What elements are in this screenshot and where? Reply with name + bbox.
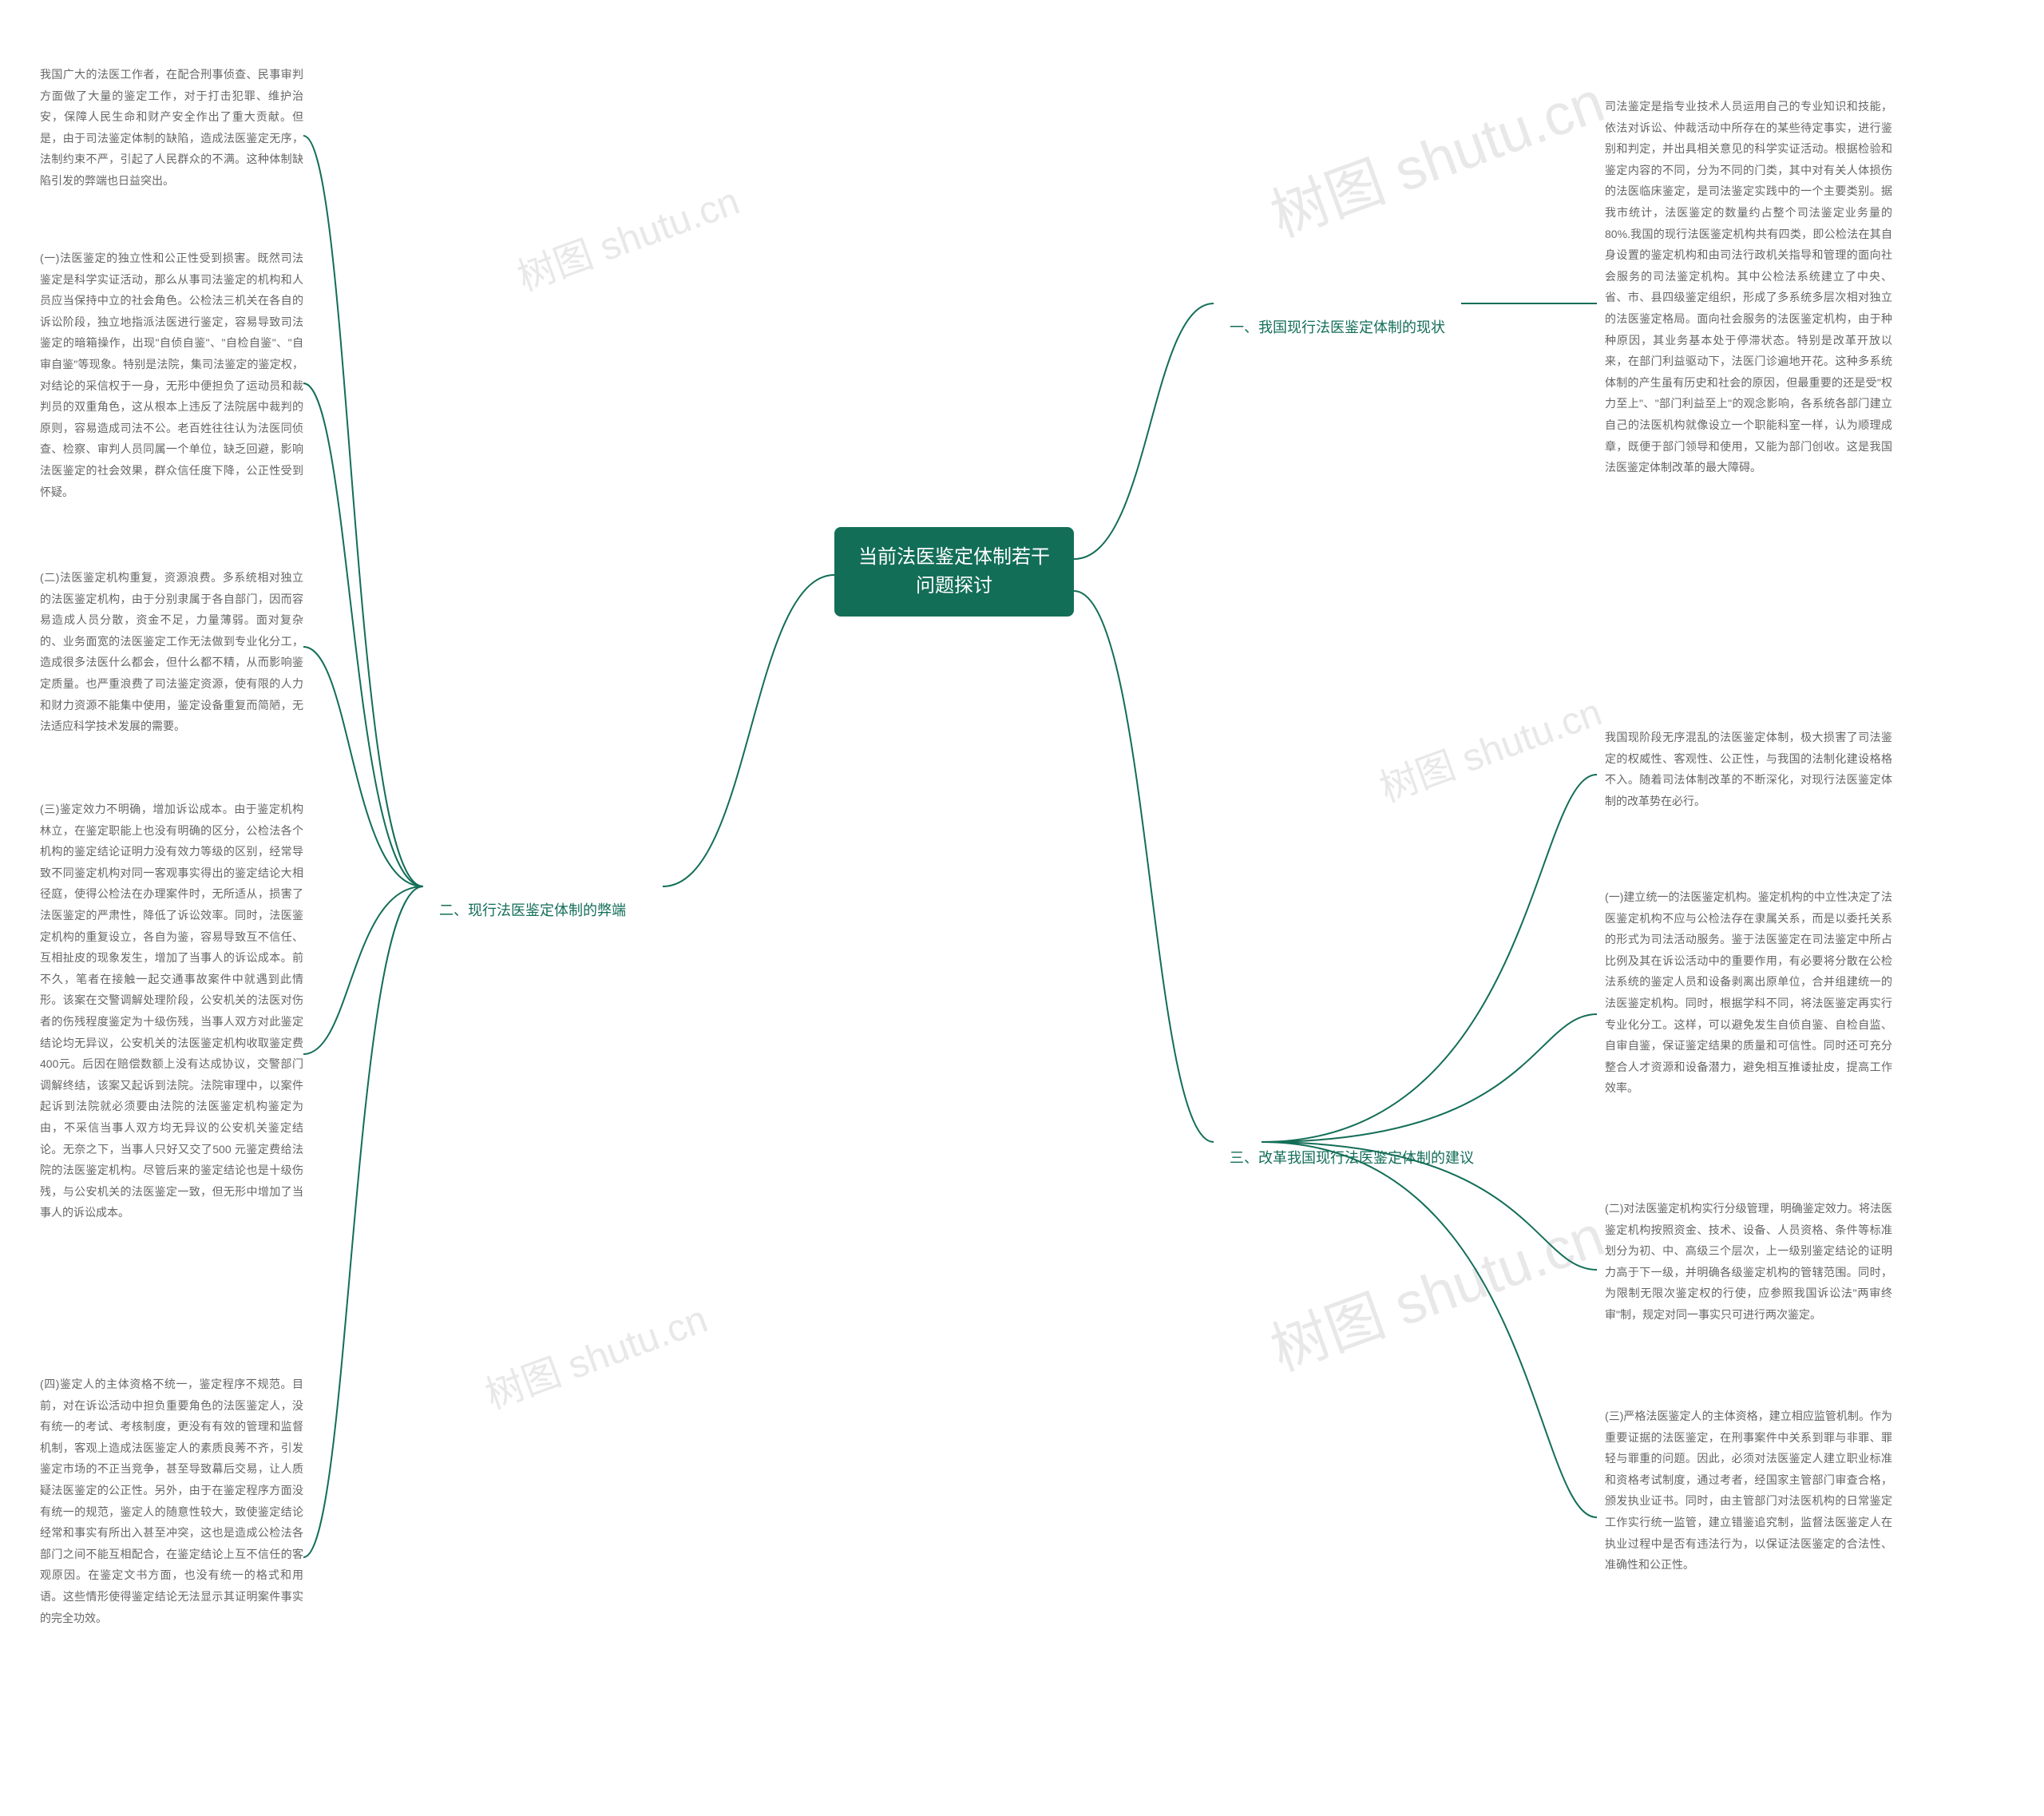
central-title: 当前法医鉴定体制若干问题探讨 [858,546,1050,597]
leaf-text: (一)建立统一的法医鉴定机构。鉴定机构的中立性决定了法医鉴定机构不应与公检法存在… [1605,886,1892,1099]
central-node: 当前法医鉴定体制若干问题探讨 [834,527,1074,617]
branch-right-1: 一、我国现行法医鉴定体制的现状 [1222,295,1461,339]
leaf-text: (一)法医鉴定的独立性和公正性受到损害。既然司法鉴定是科学实证活动，那么从事司法… [40,248,303,502]
branch-right-2: 三、改革我国现行法医鉴定体制的建议 [1222,1126,1493,1169]
leaf-text: (二)法医鉴定机构重复，资源浪费。多系统相对独立的法医鉴定机构，由于分别隶属于各… [40,567,303,737]
leaf-text: (三)严格法医鉴定人的主体资格，建立相应监管机制。作为重要证据的法医鉴定，在刑事… [1605,1406,1892,1576]
leaf-text: 我国现阶段无序混乱的法医鉴定体制，极大损害了司法鉴定的权威性、客观性、公正性，与… [1605,727,1892,811]
leaf-text: (四)鉴定人的主体资格不统一，鉴定程序不规范。目前，对在诉讼活动中担负重要角色的… [40,1374,303,1628]
branch-label-text: 三、改革我国现行法医鉴定体制的建议 [1230,1150,1474,1166]
leaf-text: (三)鉴定效力不明确，增加诉讼成本。由于鉴定机构林立，在鉴定职能上也没有明确的区… [40,799,303,1223]
leaf-text: 司法鉴定是指专业技术人员运用自己的专业知识和技能，依法对诉讼、仲裁活动中所存在的… [1605,96,1892,478]
branch-left-1: 二、现行法医鉴定体制的弊端 [431,878,663,922]
branch-label-text: 二、现行法医鉴定体制的弊端 [439,902,626,918]
mindmap-container: 当前法医鉴定体制若干问题探讨 一、我国现行法医鉴定体制的现状 三、改革我国现行法… [0,0,2044,1816]
branch-label-text: 一、我国现行法医鉴定体制的现状 [1230,319,1445,335]
leaf-text: (二)对法医鉴定机构实行分级管理，明确鉴定效力。将法医鉴定机构按照资金、技术、设… [1605,1198,1892,1326]
leaf-text: 我国广大的法医工作者，在配合刑事侦查、民事审判方面做了大量的鉴定工作，对于打击犯… [40,64,303,192]
